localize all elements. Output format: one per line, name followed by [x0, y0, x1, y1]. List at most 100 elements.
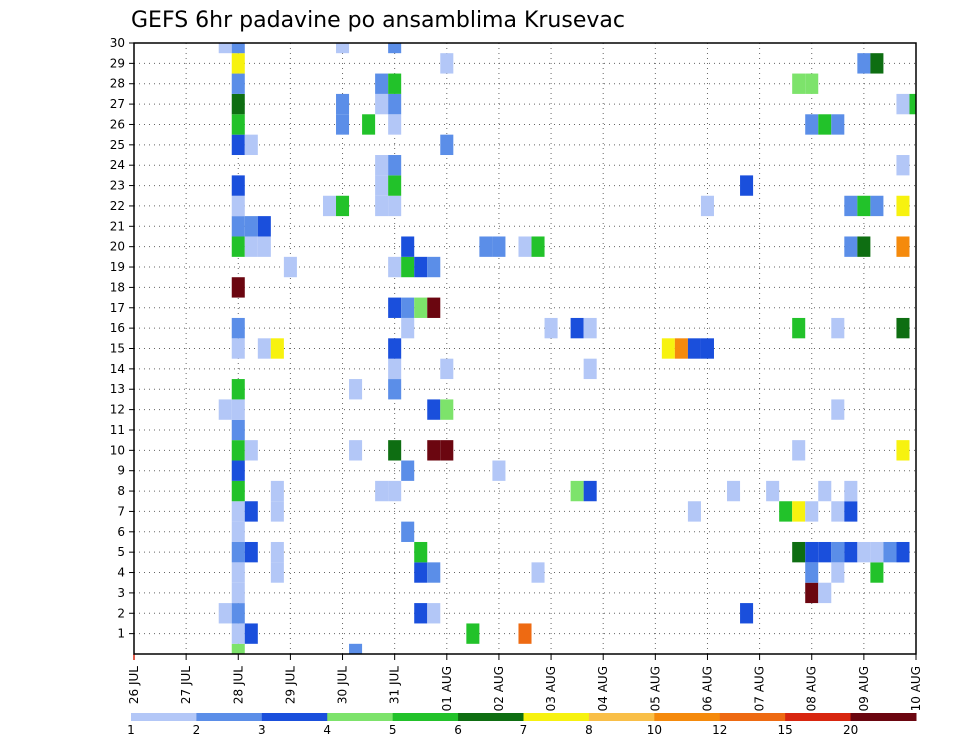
- precip-cell: [805, 541, 819, 563]
- precip-cell: [414, 256, 428, 278]
- colorbar-segment: [523, 713, 590, 721]
- precip-cell: [388, 73, 402, 94]
- precip-cell: [570, 480, 584, 502]
- precip-cell: [231, 277, 245, 298]
- precip-cell: [231, 440, 245, 461]
- precip-cell: [440, 399, 454, 420]
- precip-cell: [583, 358, 597, 380]
- y-tick-label: 25: [110, 138, 125, 152]
- precip-cell: [466, 623, 480, 644]
- precip-cell: [231, 582, 245, 604]
- y-tick-label: 12: [110, 403, 125, 417]
- precip-cell: [388, 175, 402, 196]
- precip-cell: [231, 399, 245, 420]
- precip-cell: [766, 480, 780, 502]
- plot-frame: [133, 42, 917, 655]
- precip-cell: [244, 501, 258, 522]
- x-tick-label: 03 AUG: [544, 666, 558, 711]
- precip-cell: [531, 236, 545, 257]
- precip-cell: [883, 541, 897, 563]
- precip-cell: [231, 460, 245, 481]
- precip-cell: [231, 643, 245, 654]
- precip-cell: [231, 480, 245, 502]
- colorbar-label: 12: [712, 723, 727, 737]
- precip-cell: [322, 195, 337, 217]
- precip-cell: [674, 338, 688, 359]
- precip-cell: [231, 541, 245, 563]
- precip-cell: [909, 93, 916, 115]
- precip-cell: [687, 501, 701, 522]
- precip-cell: [518, 623, 532, 644]
- precip-cell: [401, 256, 415, 278]
- precip-cell: [231, 73, 245, 94]
- precip-cell: [896, 440, 910, 461]
- y-tick-label: 2: [117, 606, 125, 620]
- colorbar-segment: [261, 713, 328, 721]
- precip-cell: [401, 236, 415, 257]
- colorbar-label: 20: [843, 723, 858, 737]
- precip-cell: [857, 195, 871, 217]
- precip-cell: [792, 317, 806, 339]
- precip-cell: [231, 114, 245, 135]
- precip-cell: [831, 501, 845, 522]
- y-tick-label: 6: [117, 525, 125, 539]
- precip-cell: [492, 460, 506, 481]
- y-tick-label: 1: [117, 627, 125, 641]
- precip-cell: [231, 521, 245, 542]
- x-tick-label: 04 AUG: [596, 666, 610, 711]
- precip-cell: [349, 440, 363, 461]
- x-axis-ticks: 26 JUL 27 JUL 28 JUL 29 JUL 30 JUL 31 JUL 01 A…: [127, 654, 923, 711]
- y-tick-label: 7: [117, 504, 125, 518]
- precip-cell: [388, 93, 402, 115]
- precip-cell: [349, 379, 363, 400]
- precip-cell: [831, 399, 845, 420]
- y-tick-label: 16: [110, 321, 125, 335]
- precip-cell: [414, 603, 428, 624]
- precip-cell: [218, 43, 232, 54]
- colorbar-label: 15: [778, 723, 793, 737]
- precip-cell: [440, 358, 454, 380]
- colorbar-segment: [327, 713, 394, 721]
- precip-cell: [336, 114, 350, 135]
- precip-cell: [388, 114, 402, 135]
- y-tick-label: 27: [110, 97, 125, 111]
- precip-cell: [844, 480, 858, 502]
- x-tick-label: 07 AUG: [753, 666, 767, 711]
- precip-cell: [375, 480, 389, 502]
- precip-cell: [218, 399, 232, 420]
- precip-cell: [440, 53, 454, 74]
- precip-cell: [427, 297, 441, 318]
- colorbar-label: 3: [258, 723, 266, 737]
- precip-cell: [231, 338, 245, 359]
- precip-cell: [831, 562, 845, 583]
- precip-cell: [231, 419, 245, 441]
- precip-cell: [349, 643, 363, 654]
- precip-cell: [244, 623, 258, 644]
- y-tick-label: 26: [110, 117, 125, 131]
- precip-cell: [792, 541, 806, 563]
- precip-cell: [727, 480, 741, 502]
- precip-cell: [231, 603, 245, 624]
- y-tick-label: 10: [110, 443, 125, 457]
- precip-cell: [570, 317, 584, 339]
- y-axis-ticks: 1234567891011121314151617181920212223242…: [110, 36, 134, 641]
- colorbar-segment: [458, 713, 524, 721]
- precip-cell: [231, 53, 245, 74]
- chart-title: GEFS 6hr padavine po ansamblima Krusevac: [131, 8, 625, 33]
- y-tick-label: 14: [110, 362, 125, 376]
- colorbar-label: 2: [193, 723, 201, 737]
- precip-cell: [831, 317, 845, 339]
- y-tick-label: 11: [110, 423, 125, 437]
- colorbar-segment: [850, 713, 917, 721]
- precip-cell: [270, 562, 284, 583]
- colorbar-segment: [196, 713, 263, 721]
- precip-cell: [231, 317, 245, 339]
- colorbar: 1 2 3 4 5 6 7 8 10 12 15 20: [127, 713, 917, 737]
- precip-cell: [270, 480, 284, 502]
- y-tick-label: 9: [117, 464, 125, 478]
- precip-cell: [844, 236, 858, 257]
- precip-cell: [244, 236, 258, 257]
- precip-cell: [231, 195, 245, 217]
- x-tick-label: 01 AUG: [440, 666, 454, 711]
- y-tick-label: 13: [110, 382, 125, 396]
